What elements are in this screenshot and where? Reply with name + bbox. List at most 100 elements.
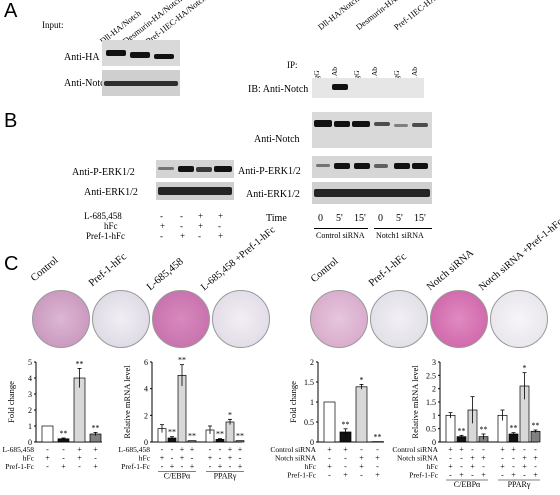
y-tick-label: 1 [310,398,314,407]
condition-label: Notch siRNA [397,454,439,463]
bar [225,421,235,443]
y-tick-label: 0.5 [304,418,314,427]
condition-value: - [460,462,463,471]
ip-label: IP: [287,60,298,70]
erk-label-left: Anti-ERK1/2 [84,187,138,198]
condition-value: + [228,445,233,454]
sirna-group-2: Notch1 siRNA [376,231,424,240]
significance-mark: ** [510,424,518,433]
condition-value: + [500,445,505,454]
condition-value: + [327,462,332,471]
significance-mark: ** [458,426,466,435]
significance-mark: * [228,410,232,419]
condition-value: - [46,462,49,471]
condition-label: Pref-1-Fc [409,471,438,480]
dish-label-l2: Pref-1-hFc [86,251,129,289]
y-tick-label: 1 [28,422,32,431]
time-5: 5' [396,213,403,224]
condition-value: + [170,462,175,471]
condition-value: + [93,462,98,471]
condition-value: - [328,471,331,480]
input-label: Input: [42,20,64,30]
condition-value: + [522,462,527,471]
dish-notch-pref1-right [490,290,548,348]
condition-value: - [512,454,515,463]
condition-value: - [449,454,452,463]
cond-value: + [218,211,224,221]
bar [445,414,456,443]
y-axis-label: Fold change [6,381,16,423]
blot-ip [312,78,424,98]
significance-mark: ** [76,359,84,368]
cond-value: - [160,211,163,221]
dish-pref1-right [370,290,428,348]
condition-value: - [534,462,537,471]
cond-value: - [198,231,201,241]
condition-value: + [448,462,453,471]
condition-value: + [77,445,82,454]
y-tick-label: 6 [144,358,148,367]
condition-value: + [459,471,464,480]
condition-value: + [180,445,185,454]
condition-value: - [471,471,474,480]
condition-value: + [238,445,243,454]
cond-value: + [160,221,166,231]
cond-value: - [180,221,183,231]
condition-value: - [46,445,49,454]
y-tick-label: 2 [432,385,436,394]
y-tick-label: 5 [28,358,32,367]
y-tick-label: 2 [310,358,314,367]
condition-value: + [160,454,165,463]
dish-label-l4: L-685,458 +Pref-1-hFc [198,224,278,293]
significance-mark: * [523,364,527,373]
y-tick-label: 4 [144,385,148,394]
condition-value: - [209,462,212,471]
condition-label: hFc [305,462,317,471]
group-label: C/EBPα [164,472,191,481]
significance-mark: ** [60,429,68,438]
condition-value: + [359,454,364,463]
anti-notch-label-a: Anti-Notch [64,78,110,89]
blot-erk-right [312,182,432,204]
cond-value: - [180,211,183,221]
condition-value: - [360,471,363,480]
dish-label-r1: Control [308,255,341,285]
bar [355,386,368,443]
bar [323,401,336,443]
condition-value: - [376,445,379,454]
condition-value: + [208,454,213,463]
dish-l685-pref1-left [212,290,270,348]
significance-mark: ** [374,433,382,442]
y-tick-label: 0 [144,438,148,447]
significance-mark: ** [168,428,176,437]
condition-value: - [482,462,485,471]
condition-label: Pref-1-Fc [121,462,150,471]
y-tick-label: 0 [432,438,436,447]
y-tick-label: 1.5 [426,398,436,407]
condition-value: + [470,454,475,463]
condition-value: + [343,445,348,454]
y-tick-label: 3 [432,358,436,367]
blot-p-erk-right [312,156,432,178]
significance-mark: ** [216,430,224,439]
condition-value: - [62,445,65,454]
condition-value: + [511,471,516,480]
condition-value: + [533,454,538,463]
condition-label: Notch siRNA [275,454,317,463]
y-tick-label: 2.5 [426,371,436,380]
condition-value: - [62,454,65,463]
y-tick-label: 2 [144,411,148,420]
blot-p-erk-left [156,160,234,178]
condition-value: + [190,462,195,471]
condition-label: L-685,458 [3,445,35,454]
dish-label-r3: Notch siRNA [424,247,477,293]
condition-value: + [359,462,364,471]
condition-value: - [171,454,174,463]
condition-value: + [459,445,464,454]
condition-label: L-685,458 [119,445,151,454]
blot-erk-left [156,182,234,200]
condition-value: + [448,445,453,454]
condition-value: - [376,462,379,471]
condition-value: - [344,454,347,463]
